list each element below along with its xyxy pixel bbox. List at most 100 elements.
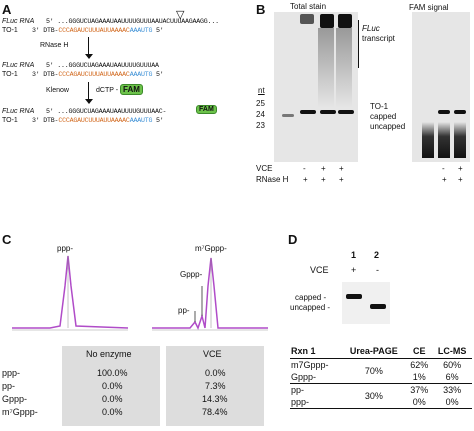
seq-text: ...GGGUCUAGAAAUAAUUUUGUUUAAUACUUUAAGAAGG… xyxy=(57,18,219,25)
gel-band xyxy=(338,14,352,28)
rnase-row-label: RNase H xyxy=(256,175,289,184)
gel-smear xyxy=(336,28,352,108)
transcript-label: transcript xyxy=(362,34,395,43)
seq-tag: 3' DTB- xyxy=(32,27,59,34)
gel-band xyxy=(338,110,354,114)
capped-band xyxy=(346,294,362,299)
value-cell: 0.0% xyxy=(102,394,123,404)
arrow-down-icon xyxy=(88,37,89,57)
nt-label: nt xyxy=(258,86,265,95)
rnase-mark: + xyxy=(339,175,344,184)
lane-1-label: 1 xyxy=(351,250,357,260)
total-stain-gel xyxy=(274,12,358,162)
rnase-mark: + xyxy=(321,175,326,184)
value-cell: 14.3% xyxy=(202,394,228,404)
no-enzyme-column xyxy=(62,346,160,426)
vce-mark: + xyxy=(321,164,326,173)
panel-label-d: D xyxy=(288,232,298,247)
vce-label: VCE xyxy=(310,265,329,275)
gel-smear xyxy=(422,122,434,158)
seq-orange: CCCAGAUCUUUAUUAAAAC xyxy=(58,27,130,34)
to1-seq-2: 3' DTB-CCCAGAUCUUUAUUAAAACAAAUTG 5' xyxy=(32,71,164,78)
fluc-label: FLuc xyxy=(362,24,380,33)
ce-value: 37% xyxy=(410,385,429,395)
row-label: Gppp- xyxy=(2,394,28,404)
fam-gel xyxy=(412,12,470,162)
fam-signal-label: FAM signal xyxy=(409,3,449,12)
total-stain-label: Total stain xyxy=(290,2,327,11)
seq-blue: AAAUTG xyxy=(129,27,153,34)
ce-value: 1% xyxy=(412,372,426,382)
arrow-head-icon xyxy=(85,54,93,59)
vce-mark: + xyxy=(339,164,344,173)
capped-label: capped xyxy=(370,112,397,121)
header-cell: Urea-PAGE xyxy=(349,346,398,356)
value-cell: 7.3% xyxy=(205,381,226,391)
seq-end: 5' xyxy=(156,27,164,34)
to1-label: TO-1 xyxy=(2,71,18,78)
seq-end: C- xyxy=(158,108,167,115)
fluc-seq-3: 5' ...GGGUCUAGAAAUAAUUUUGUUUAAC- xyxy=(46,108,166,115)
panel-label-b: B xyxy=(256,2,266,17)
uncapped-band xyxy=(370,304,386,309)
row-label: m7Gppp- xyxy=(291,360,329,370)
to1-seq-3: 3' DTB-CCCAGAUCUUUAUUAAAACAAAUTG 5' xyxy=(32,117,164,124)
gel-smear xyxy=(438,122,450,158)
seq-text: ...GGGUCUAGAAAUAAUUUUGUUUAA xyxy=(57,108,159,115)
to1-label: TO-1 xyxy=(370,102,389,111)
value-cell: 100.0% xyxy=(97,368,128,378)
arrow-head-icon xyxy=(85,99,93,104)
fam-badge: FAM xyxy=(120,84,143,95)
seq-tag: 5' xyxy=(46,62,54,69)
chromatogram-no-enzyme xyxy=(12,255,129,331)
seq-tag: 5' xyxy=(46,108,54,115)
row-label: ppp- xyxy=(291,397,310,407)
fluc-rna-label: FLuc RNA xyxy=(2,108,35,115)
uncapped-label: uncapped - xyxy=(290,303,331,312)
ppp-peak-label: ppp- xyxy=(57,244,74,253)
gel-smear xyxy=(318,28,334,108)
seq-tag: 3' DTB- xyxy=(32,71,59,78)
gel-band xyxy=(438,110,450,114)
urea-page-gel xyxy=(342,282,390,324)
fluc-rna-label: FLuc RNA xyxy=(2,18,35,25)
nt-24: 24 xyxy=(256,110,265,119)
gel-band xyxy=(320,14,334,28)
value-cell: 78.4% xyxy=(202,407,228,417)
lcms-value: 33% xyxy=(443,385,462,395)
vce-column xyxy=(166,346,264,426)
no-enzyme-header: No enzyme xyxy=(86,349,132,359)
arrow-down-icon xyxy=(88,82,89,102)
rnase-h-step: RNase H xyxy=(40,42,69,49)
panel-label-c: C xyxy=(2,232,12,247)
header-cell: LC-MS xyxy=(437,346,467,356)
m7gppp-peak-label: m⁷Gppp- xyxy=(195,244,227,253)
vce-lane-2: - xyxy=(376,265,379,275)
capped-label: capped - xyxy=(295,293,327,302)
value-cell: 0.0% xyxy=(102,381,123,391)
lcms-value: 6% xyxy=(445,372,459,382)
fluc-rna-label: FLuc RNA xyxy=(2,62,35,69)
seq-blue: AAAUTG xyxy=(129,117,153,124)
fluc-seq-1: 5' ...GGGUCUAGAAAUAAUUUUGUUUAAUACUUUAAGA… xyxy=(46,18,219,25)
seq-orange: CCCAGAUCUUUAUUAAAAC xyxy=(58,117,130,124)
to1-label: TO-1 xyxy=(2,27,18,34)
to1-label: TO-1 xyxy=(2,117,18,124)
cleavage-triangle-icon: ▽ xyxy=(176,9,185,21)
row-label: Gppp- xyxy=(291,372,317,382)
dctp-label: dCTP - xyxy=(96,87,119,94)
chromatogram-vce xyxy=(152,257,268,331)
vce-mark: + xyxy=(458,164,463,173)
vce-mark: - xyxy=(303,164,306,173)
seq-blue: AAAUTG xyxy=(129,71,153,78)
to1-seq-1: 3' DTB-CCCAGAUCUUUAUUAAAACAAAUTG 5' xyxy=(32,27,164,34)
vce-lane-1: + xyxy=(351,265,357,275)
gel-smear xyxy=(454,122,466,158)
seq-end: 5' xyxy=(156,117,164,124)
transcript-bracket xyxy=(358,20,359,68)
row-label: m⁷Gppp- xyxy=(2,407,38,417)
klenow-step: Klenow xyxy=(46,87,69,94)
header-cell: Rxn 1 xyxy=(291,346,316,356)
fam-badge: FAM xyxy=(196,105,217,114)
vce-mark: - xyxy=(442,164,445,173)
